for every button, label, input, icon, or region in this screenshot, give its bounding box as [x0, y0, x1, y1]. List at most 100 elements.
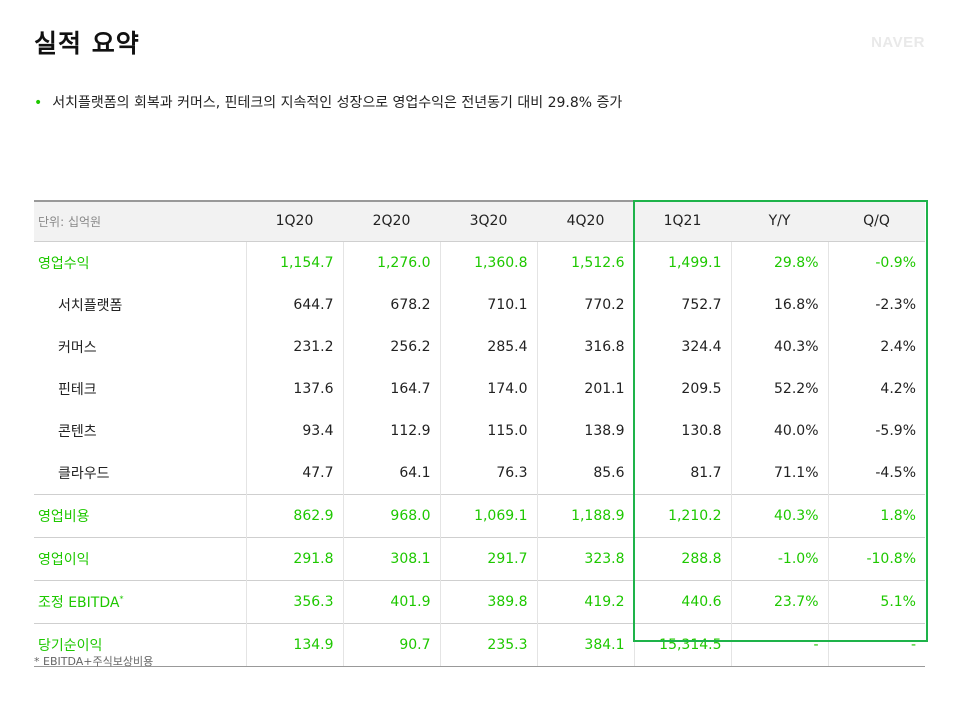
table-cell: 1,512.6	[536, 241, 634, 284]
table-cell: 201.1	[536, 367, 634, 410]
table-cell: 29.8%	[730, 241, 828, 284]
table-cell: -2.3%	[827, 283, 925, 326]
table-cell: 138.9	[536, 409, 634, 452]
table-row-operating-profit: 영업이익 291.8 308.1 291.7 323.8 288.8 -1.0%…	[34, 536, 925, 580]
table-cell: 1,360.8	[439, 241, 537, 284]
table-cell: 862.9	[245, 493, 343, 537]
table-row-commerce: 커머스 231.2 256.2 285.4 316.8 324.4 40.3% …	[34, 325, 925, 368]
table-cell: 15,314.5	[633, 622, 731, 667]
table-cell: 112.9	[342, 409, 440, 452]
table-cell: 64.1	[342, 451, 440, 494]
table-row-adjusted-ebitda: 조정 EBITDA* 356.3 401.9 389.8 419.2 440.6…	[34, 579, 925, 623]
table-cell: 85.6	[536, 451, 634, 494]
table-cell: 174.0	[439, 367, 537, 410]
table-cell: -	[730, 622, 828, 667]
table-cell: 323.8	[536, 536, 634, 580]
row-label: 조정 EBITDA	[38, 594, 120, 611]
naver-logo: NAVER	[871, 34, 925, 51]
table-cell: 1,276.0	[342, 241, 440, 284]
table-cell: 770.2	[536, 283, 634, 326]
row-label: 당기순이익	[34, 622, 246, 667]
table-cell: 752.7	[633, 283, 731, 326]
row-label: 영업수익	[38, 255, 90, 272]
table-cell: 1,499.1	[633, 241, 731, 284]
table-cell: 134.9	[245, 622, 343, 667]
table-row-fintech: 핀테크 137.6 164.7 174.0 201.1 209.5 52.2% …	[34, 367, 925, 410]
table-cell: 235.3	[439, 622, 537, 667]
table-cell: 40.3%	[730, 493, 828, 537]
table-cell: 76.3	[439, 451, 537, 494]
row-label: 클라우드	[58, 465, 110, 482]
table-cell: 93.4	[245, 409, 343, 452]
bullet-icon: •	[34, 95, 43, 111]
row-label: 영업비용	[34, 493, 246, 537]
table-row-net-income: 당기순이익 134.9 90.7 235.3 384.1 15,314.5 - …	[34, 622, 925, 667]
table-cell: 285.4	[439, 325, 537, 368]
results-table: 단위: 십억원 1Q20 2Q20 3Q20 4Q20 1Q21 Y/Y Q/Q…	[34, 200, 925, 667]
table-cell: 710.1	[439, 283, 537, 326]
table-cell: -	[827, 622, 925, 667]
col-header-1q21: 1Q21	[634, 200, 731, 242]
table-cell: 324.4	[633, 325, 731, 368]
table-cell: 678.2	[342, 283, 440, 326]
table-cell: 291.7	[439, 536, 537, 580]
row-label: 커머스	[58, 339, 97, 356]
row-label: 핀테크	[58, 381, 97, 398]
table-cell: -4.5%	[827, 451, 925, 494]
table-cell: 1,188.9	[536, 493, 634, 537]
table-cell: -5.9%	[827, 409, 925, 452]
summary-text: 서치플랫폼의 회복과 커머스, 핀테크의 지속적인 성장으로 영업수익은 전년동…	[52, 95, 623, 111]
table-cell: 1.8%	[827, 493, 925, 537]
table-cell: 23.7%	[730, 579, 828, 623]
table-cell: 40.3%	[730, 325, 828, 368]
table-cell: -0.9%	[827, 241, 925, 284]
table-cell: 16.8%	[730, 283, 828, 326]
col-header-2q20: 2Q20	[343, 200, 440, 242]
table-cell: 291.8	[245, 536, 343, 580]
table-cell: 419.2	[536, 579, 634, 623]
row-label: 콘텐츠	[58, 423, 97, 440]
table-cell: 256.2	[342, 325, 440, 368]
table-cell: -1.0%	[730, 536, 828, 580]
col-header-3q20: 3Q20	[440, 200, 537, 242]
table-cell: -10.8%	[827, 536, 925, 580]
summary-bullet: • 서치플랫폼의 회복과 커머스, 핀테크의 지속적인 성장으로 영업수익은 전년…	[34, 92, 622, 112]
table-cell: 308.1	[342, 536, 440, 580]
col-header-yy: Y/Y	[731, 200, 828, 242]
table-row-contents: 콘텐츠 93.4 112.9 115.0 138.9 130.8 40.0% -…	[34, 409, 925, 452]
table-cell: 288.8	[633, 536, 731, 580]
table-cell: 1,210.2	[633, 493, 731, 537]
table-cell: 137.6	[245, 367, 343, 410]
table-cell: 4.2%	[827, 367, 925, 410]
table-cell: 401.9	[342, 579, 440, 623]
table-cell: 52.2%	[730, 367, 828, 410]
table-row-operating-expenses: 영업비용 862.9 968.0 1,069.1 1,188.9 1,210.2…	[34, 493, 925, 537]
row-label: 영업이익	[34, 536, 246, 580]
table-cell: 2.4%	[827, 325, 925, 368]
table-cell: 40.0%	[730, 409, 828, 452]
unit-label: 단위: 십억원	[34, 200, 246, 242]
table-cell: 130.8	[633, 409, 731, 452]
table-row-search-platform: 서치플랫폼 644.7 678.2 710.1 770.2 752.7 16.8…	[34, 283, 925, 326]
table-cell: 968.0	[342, 493, 440, 537]
table-cell: 316.8	[536, 325, 634, 368]
table-cell: 440.6	[633, 579, 731, 623]
table-cell: 389.8	[439, 579, 537, 623]
page-title: 실적 요약	[34, 29, 140, 58]
table-cell: 90.7	[342, 622, 440, 667]
table-cell: 164.7	[342, 367, 440, 410]
table-cell: 231.2	[245, 325, 343, 368]
table-cell: 356.3	[245, 579, 343, 623]
results-table-container: 단위: 십억원 1Q20 2Q20 3Q20 4Q20 1Q21 Y/Y Q/Q…	[34, 200, 925, 667]
table-cell: 71.1%	[730, 451, 828, 494]
table-cell: 1,154.7	[245, 241, 343, 284]
col-header-1q20: 1Q20	[246, 200, 343, 242]
table-cell: 47.7	[245, 451, 343, 494]
col-header-qq: Q/Q	[828, 200, 925, 242]
footnote: * EBITDA+주식보상비용	[34, 655, 154, 668]
table-cell: 209.5	[633, 367, 731, 410]
col-header-4q20: 4Q20	[537, 200, 634, 242]
table-header-row: 단위: 십억원 1Q20 2Q20 3Q20 4Q20 1Q21 Y/Y Q/Q	[34, 200, 925, 242]
table-cell: 644.7	[245, 283, 343, 326]
table-cell: 384.1	[536, 622, 634, 667]
